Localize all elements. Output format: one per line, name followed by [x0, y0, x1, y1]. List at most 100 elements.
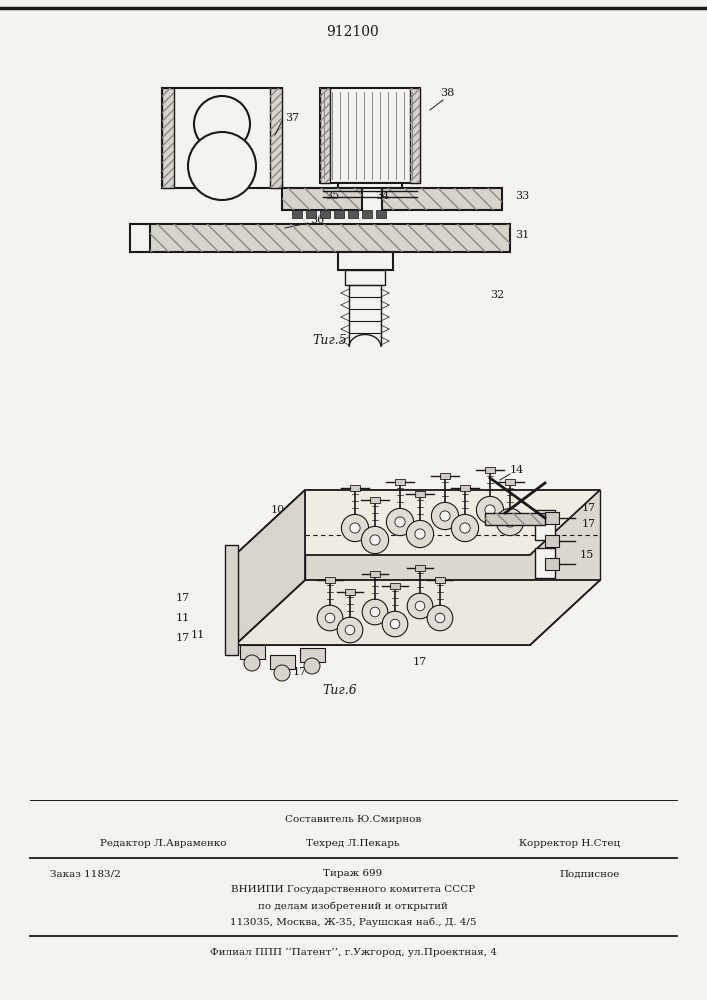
Text: 33: 33 [515, 191, 530, 201]
Bar [345, 270, 385, 285]
Text: 36: 36 [310, 215, 325, 225]
Polygon shape [305, 490, 600, 580]
Circle shape [370, 535, 380, 545]
Polygon shape [235, 555, 530, 645]
Bar [320, 210, 330, 218]
Circle shape [317, 605, 343, 631]
Text: Редактор Л.Авраменко: Редактор Л.Авраменко [100, 840, 226, 848]
Bar [320, 88, 420, 183]
Circle shape [407, 593, 433, 619]
Bar [370, 571, 380, 577]
Text: Заказ 1183/2: Заказ 1183/2 [50, 869, 121, 879]
Bar [362, 210, 372, 218]
Bar [440, 473, 450, 479]
Circle shape [415, 601, 425, 611]
Text: 17: 17 [582, 519, 596, 529]
Text: 17: 17 [413, 657, 427, 667]
Bar [535, 548, 555, 578]
Bar [410, 88, 420, 183]
Bar [338, 183, 402, 188]
Bar [292, 210, 302, 218]
Bar [150, 224, 510, 252]
Text: Τиг.5: Τиг.5 [312, 334, 347, 347]
Bar [382, 188, 502, 210]
Circle shape [337, 617, 363, 643]
Bar [545, 512, 559, 524]
Bar [270, 655, 295, 669]
Circle shape [496, 508, 524, 536]
Bar [390, 583, 399, 589]
Text: 10: 10 [271, 505, 285, 515]
Text: 34: 34 [375, 191, 390, 201]
Bar [460, 485, 470, 491]
Bar [282, 188, 362, 210]
Text: 17: 17 [293, 667, 307, 677]
Circle shape [477, 496, 503, 524]
Bar [382, 188, 502, 210]
Circle shape [350, 523, 360, 533]
Bar [415, 565, 425, 571]
Circle shape [361, 526, 389, 554]
Bar [485, 513, 545, 525]
Circle shape [415, 529, 425, 539]
Text: Составитель Ю.Смирнов: Составитель Ю.Смирнов [285, 816, 421, 824]
Bar [348, 210, 358, 218]
Circle shape [274, 665, 290, 681]
Text: 35: 35 [325, 191, 339, 201]
Text: 17: 17 [176, 593, 190, 603]
Text: 38: 38 [440, 88, 455, 98]
Circle shape [407, 520, 433, 548]
Circle shape [395, 517, 405, 527]
Circle shape [451, 514, 479, 542]
Bar [240, 645, 265, 659]
Polygon shape [235, 490, 305, 645]
Bar [300, 648, 325, 662]
Text: Техред Л.Пекарь: Техред Л.Пекарь [306, 840, 400, 848]
Bar [270, 88, 282, 188]
Bar [505, 479, 515, 485]
Text: Тираж 699: Тираж 699 [323, 869, 382, 879]
Bar [320, 88, 330, 183]
Bar [320, 88, 330, 183]
Bar [325, 577, 335, 583]
Bar [150, 224, 510, 252]
Text: 32: 32 [490, 290, 504, 300]
Text: Τиг.6: Τиг.6 [322, 684, 357, 696]
Circle shape [440, 511, 450, 521]
Circle shape [188, 132, 256, 200]
Text: 113035, Москва, Ж-35, Раушская наб., Д. 4/5: 113035, Москва, Ж-35, Раушская наб., Д. … [230, 917, 477, 927]
Polygon shape [235, 580, 600, 645]
Bar [350, 485, 360, 491]
Bar [282, 188, 362, 210]
Circle shape [304, 658, 320, 674]
Polygon shape [530, 490, 600, 645]
Circle shape [436, 613, 445, 623]
Text: 17: 17 [176, 633, 190, 643]
Circle shape [362, 599, 388, 625]
Text: 31: 31 [515, 230, 530, 240]
Text: 11: 11 [191, 630, 205, 640]
Text: 37: 37 [285, 113, 299, 123]
Circle shape [341, 514, 368, 542]
Bar [415, 491, 425, 497]
Circle shape [345, 625, 355, 635]
Bar [395, 479, 405, 485]
Bar [345, 589, 355, 595]
Circle shape [194, 96, 250, 152]
Text: Корректор Н.Стец: Корректор Н.Стец [519, 840, 620, 848]
Bar [485, 513, 545, 525]
Circle shape [427, 605, 452, 631]
Circle shape [325, 613, 335, 623]
Bar [370, 497, 380, 503]
Circle shape [387, 508, 414, 536]
Text: ВНИИПИ Государственного комитета СССР: ВНИИПИ Государственного комитета СССР [231, 886, 475, 894]
Circle shape [382, 611, 408, 637]
Circle shape [485, 505, 495, 515]
Text: по делам изобретений и открытий: по делам изобретений и открытий [258, 901, 448, 911]
Bar [162, 88, 174, 188]
Text: 11: 11 [176, 613, 190, 623]
Bar [410, 88, 420, 183]
Circle shape [390, 619, 399, 629]
Bar [376, 210, 386, 218]
Text: Филиал ППП ‘‘Патент’’, г.Ужгород, ул.Проектная, 4: Филиал ППП ‘‘Патент’’, г.Ужгород, ул.Про… [209, 947, 496, 957]
